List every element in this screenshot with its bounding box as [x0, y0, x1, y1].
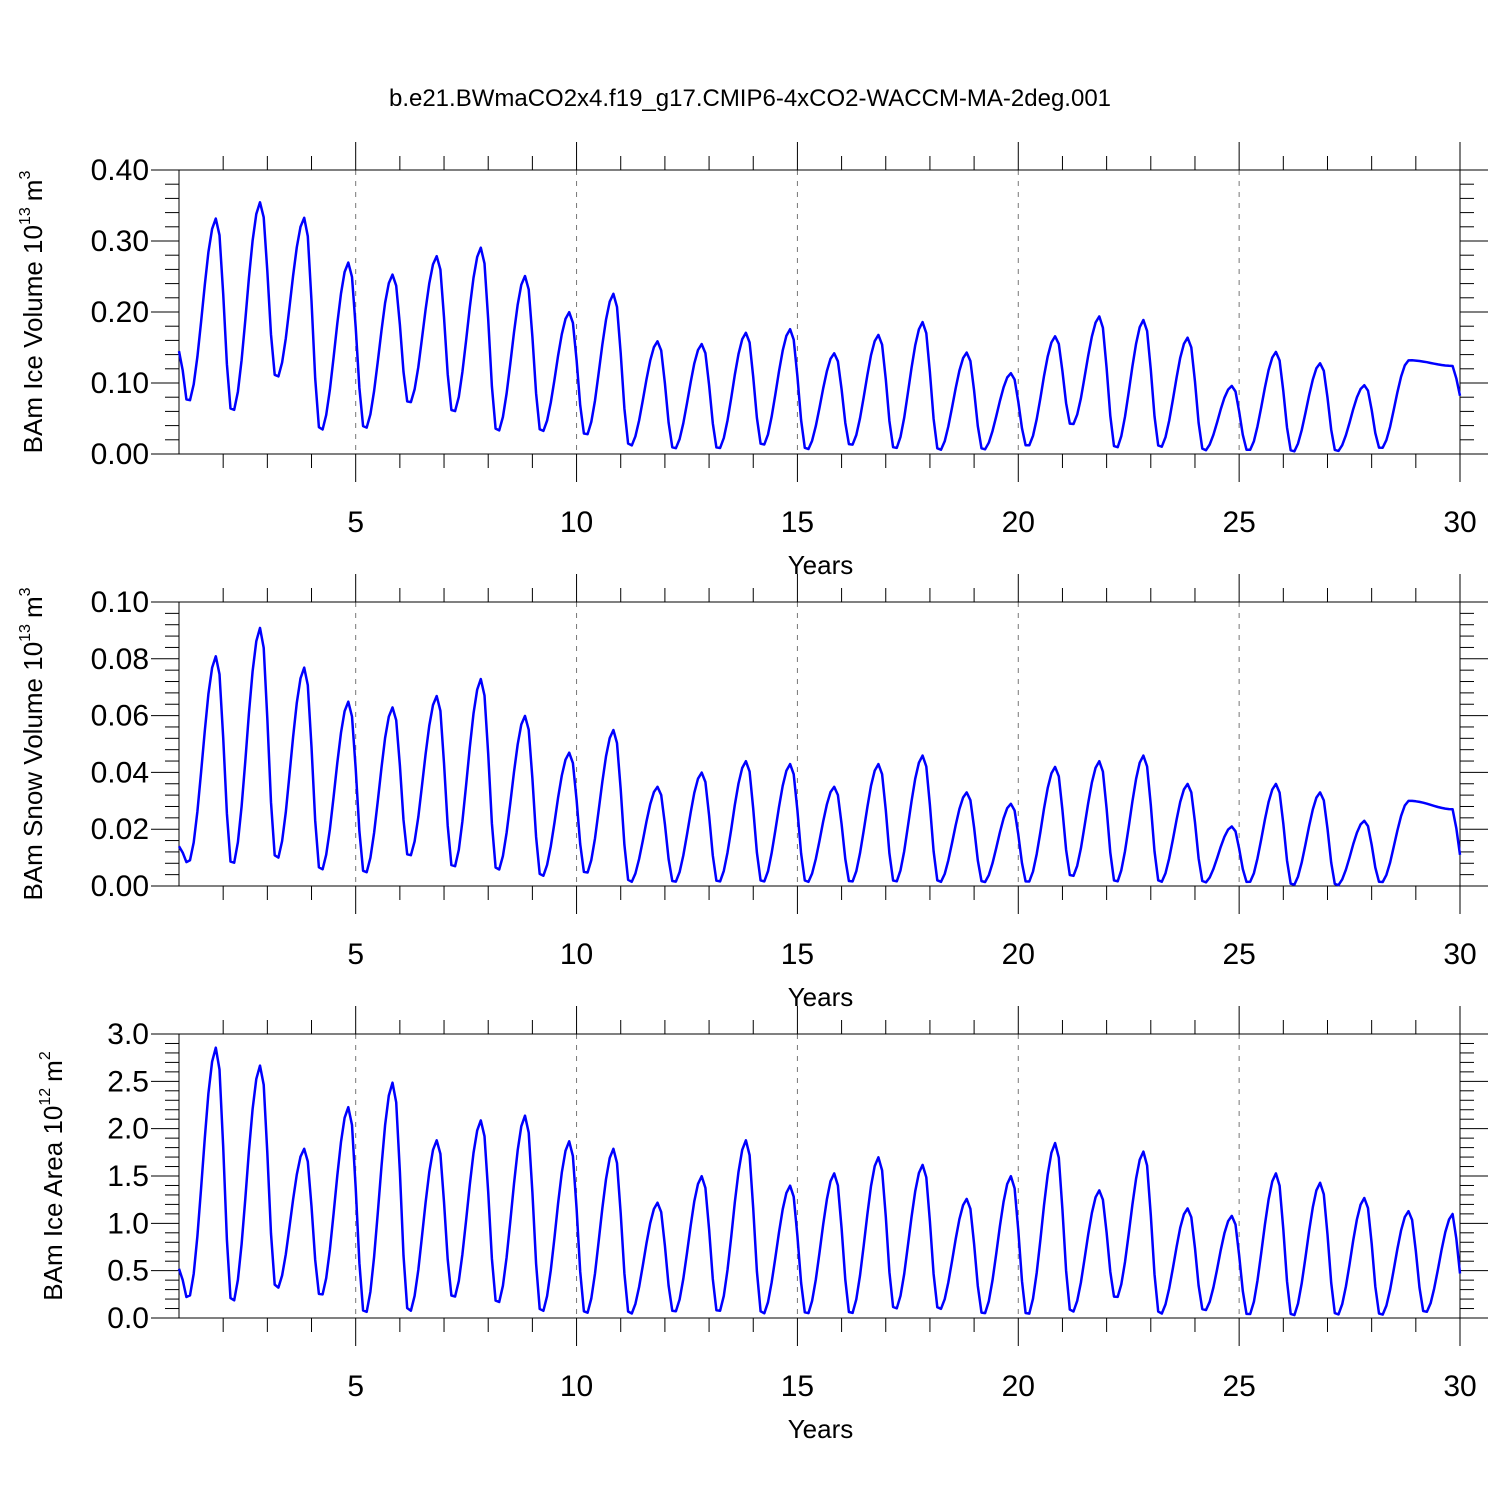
x-tick-label: 25	[1222, 506, 1255, 539]
figure-title: b.e21.BWmaCO2x4.f19_g17.CMIP6-4xCO2-WACC…	[389, 85, 1111, 112]
y-axis-label: BAm Ice Area 1012 m2	[37, 1051, 68, 1301]
x-tick-label: 30	[1443, 938, 1476, 971]
panel-1: 0.00 0.10 0.20 0.30 0.40 5 10 15 20 25 30 Years BAm …	[17, 142, 1488, 580]
y-tick-label: 0.10	[91, 367, 149, 400]
x-axis-label: Years	[788, 550, 854, 580]
y-tick-label: 1.5	[107, 1160, 149, 1193]
y-tick-label: 0.06	[91, 700, 149, 733]
x-tick-label: 15	[781, 938, 814, 971]
plot-frame	[178, 601, 1461, 887]
y-tick-label: 0.40	[91, 154, 149, 187]
y-tick-label: 0.00	[91, 870, 149, 903]
y-axis-label-unit: m	[18, 596, 48, 618]
x-tick-label: 5	[347, 1370, 364, 1403]
y-tick-label: 0.10	[91, 586, 149, 619]
panel-2: 0.00 0.02 0.04 0.06 0.08 0.10 5 10 15 20 25 30 Years…	[17, 574, 1488, 1012]
x-tick-label: 10	[560, 1370, 593, 1403]
x-tick-label: 15	[781, 1370, 814, 1403]
x-tick-label: 25	[1222, 938, 1255, 971]
y-tick-label: 0.04	[91, 756, 149, 789]
x-tick-label: 10	[560, 938, 593, 971]
y-axis-label: BAm Ice Volume 1013 m3	[17, 171, 48, 454]
y-axis-label-unit-exponent: 3	[17, 587, 34, 596]
y-tick-label: 0.00	[91, 438, 149, 471]
y-axis-label-text: BAm Snow Volume 10	[18, 642, 48, 901]
y-axis-label-unit: m	[18, 180, 48, 202]
y-axis-label-text: BAm Ice Volume 10	[18, 225, 48, 453]
y-tick-label: 0.02	[91, 813, 149, 846]
panel-3: 0.0 0.5 1.0 1.5 2.0 2.5 3.0 5 10 15 20 25 30 Years BAm…	[37, 1006, 1488, 1444]
y-axis-label-exponent: 13	[17, 207, 34, 225]
y-tick-label: 2.0	[107, 1113, 149, 1146]
y-tick-label: 0.5	[107, 1255, 149, 1288]
x-axis-label: Years	[788, 1414, 854, 1444]
x-tick-label: 20	[1002, 506, 1035, 539]
x-tick-label: 5	[347, 506, 364, 539]
y-tick-label: 2.5	[107, 1065, 149, 1098]
y-tick-label: 1.0	[107, 1207, 149, 1240]
y-axis-label-text: BAm Ice Area 10	[38, 1106, 68, 1301]
y-axis-label-exponent: 13	[17, 624, 34, 642]
y-axis-label-unit: m	[38, 1060, 68, 1082]
panels: 0.000.100.200.300.405 10 15 20 25 30YearsBAm …	[17, 142, 1488, 1444]
series-line	[177, 1046, 1462, 1317]
y-tick-label: 3.0	[107, 1018, 149, 1051]
x-axis-label: Years	[788, 982, 854, 1012]
x-tick-label: 10	[560, 506, 593, 539]
x-tick-label: 5	[347, 938, 364, 971]
y-axis-label: BAm Snow Volume 1013 m3	[17, 587, 48, 900]
y-axis-label-unit-exponent: 3	[17, 171, 34, 180]
y-tick-label: 0.0	[107, 1302, 149, 1335]
series-line	[177, 626, 1462, 887]
y-axis-label-unit-exponent: 2	[37, 1051, 54, 1060]
x-tick-label: 30	[1443, 506, 1476, 539]
y-tick-label: 0.20	[91, 296, 149, 329]
y-axis-label-exponent: 12	[37, 1088, 54, 1106]
y-tick-label: 0.08	[91, 643, 149, 676]
x-tick-label: 20	[1002, 1370, 1035, 1403]
y-tick-label: 0.30	[91, 225, 149, 258]
series-line	[177, 201, 1462, 453]
x-tick-label: 15	[781, 506, 814, 539]
x-tick-label: 25	[1222, 1370, 1255, 1403]
x-tick-label: 20	[1002, 938, 1035, 971]
x-tick-label: 30	[1443, 1370, 1476, 1403]
